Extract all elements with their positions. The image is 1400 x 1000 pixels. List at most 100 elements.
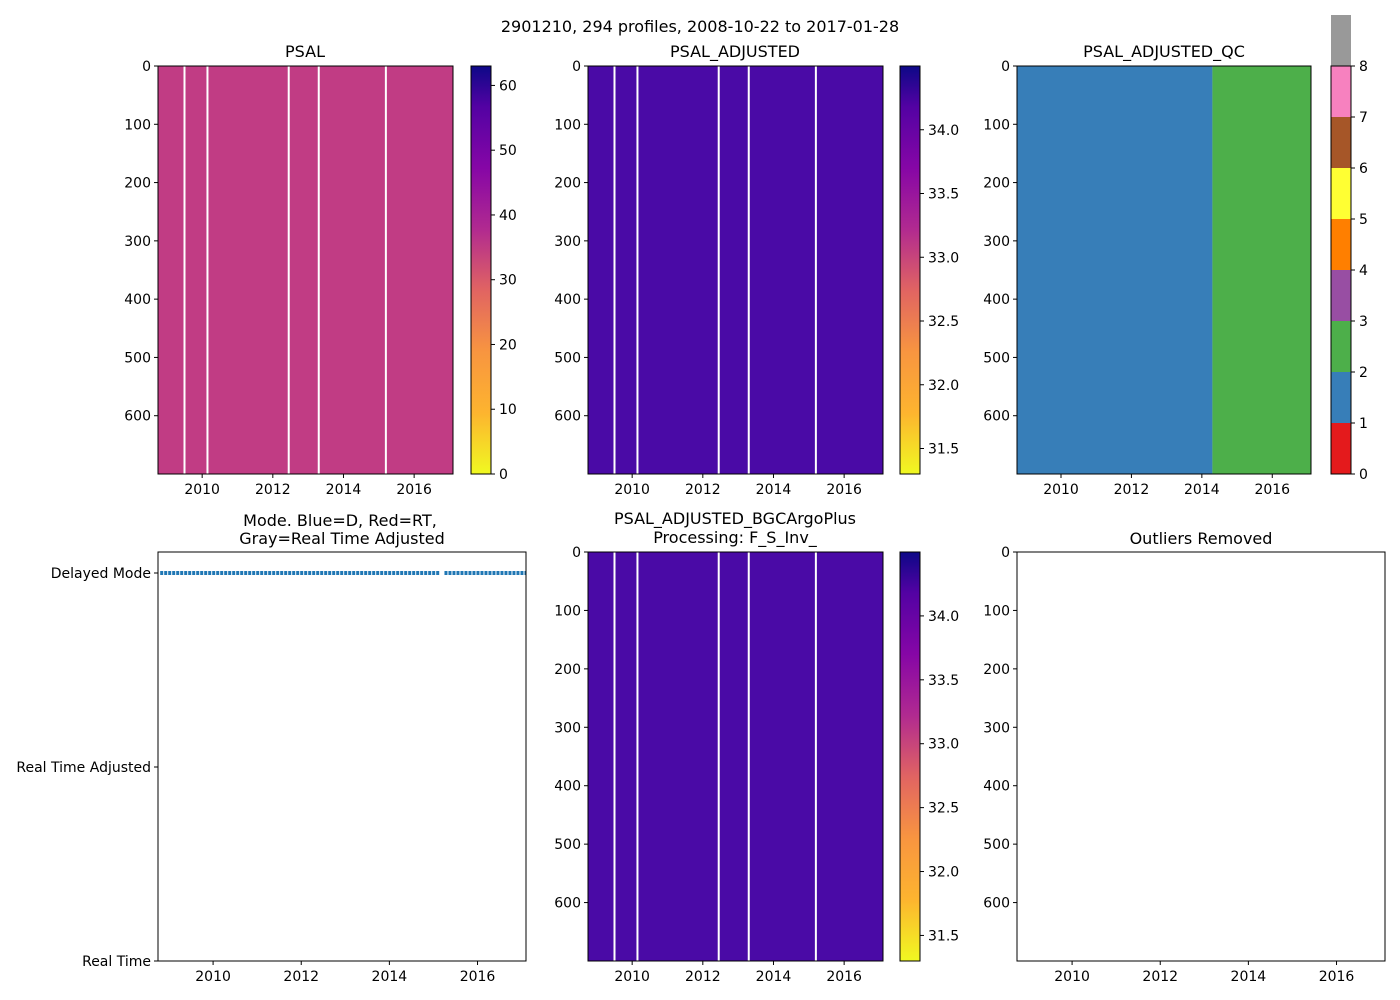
- y-category-label: Delayed Mode: [51, 566, 151, 582]
- y-tick-label: 400: [124, 292, 151, 308]
- panel-psal-adjusted-colorbar: 31.5 32.0 32.5 33.0 33.5 34.0: [899, 65, 959, 475]
- y-category-label: Real Time: [82, 954, 151, 970]
- y-tick-label: 300: [554, 234, 581, 250]
- colorbar-swatch: [1331, 423, 1351, 474]
- y-tick-label: 500: [124, 350, 151, 366]
- colorbar-tick-label: 33.0: [928, 250, 959, 266]
- y-tick-label: 0: [1001, 59, 1010, 75]
- colorbar-tick-label: 31.5: [928, 442, 959, 458]
- y-tick-label: 100: [983, 117, 1010, 133]
- colorbar-swatch: [1331, 219, 1351, 270]
- axes-frame: [157, 551, 527, 962]
- colorbar-tick-label: 0: [1359, 467, 1368, 483]
- axes-frame: [157, 65, 454, 475]
- panel-psal-colorbar: 0 10 20 30 40 50 60: [470, 65, 517, 483]
- y-tick-label: 600: [554, 409, 581, 425]
- colorbar-tick-label: 6: [1359, 161, 1368, 177]
- colorbar-frame: [899, 65, 921, 475]
- y-tick-label: 200: [983, 176, 1010, 192]
- y-tick-label: 200: [983, 662, 1010, 678]
- x-tick-label: 2012: [283, 969, 319, 985]
- x-tick-label: 2014: [326, 482, 362, 498]
- colorbar-tick-label: 31.5: [928, 928, 959, 944]
- y-tick-label: 300: [983, 234, 1010, 250]
- x-tick-label: 2012: [685, 482, 721, 498]
- heatmap-gap: [747, 66, 750, 474]
- y-tick-label: 400: [554, 292, 581, 308]
- x-tick-label: 2012: [1142, 969, 1178, 985]
- panel-mode-title-line2: Gray=Real Time Adjusted: [239, 529, 445, 548]
- x-tick-label: 2016: [460, 969, 496, 985]
- x-tick-label: 2010: [184, 482, 220, 498]
- panel-outliers-title: Outliers Removed: [1130, 529, 1273, 548]
- y-tick-label: 400: [983, 292, 1010, 308]
- colorbar-gradient: [900, 66, 920, 474]
- x-tick-label: 2010: [614, 969, 650, 985]
- x-tick-label: 2010: [195, 969, 231, 985]
- heatmap-gap: [206, 66, 209, 474]
- panel-psal-adjusted-bgc: PSAL_ADJUSTED_BGCArgoPlus Processing: F_…: [554, 509, 959, 985]
- x-tick-label: 2012: [685, 969, 721, 985]
- y-tick-label: 500: [554, 350, 581, 366]
- panel-mode-title-line1: Mode. Blue=D, Red=RT,: [243, 511, 437, 530]
- x-tick-label: 2012: [1114, 482, 1150, 498]
- axes-frame: [587, 551, 884, 962]
- y-tick-label: 300: [124, 234, 151, 250]
- colorbar-swatch: [1331, 15, 1351, 66]
- heatmap-gap: [384, 66, 387, 474]
- y-tick-label: 200: [554, 176, 581, 192]
- colorbar-tick-label: 33.0: [928, 737, 959, 753]
- heatmap-field: [158, 66, 453, 474]
- panel-mode-plot: Real Time Real Time Adjusted Delayed Mode 2…: [16, 551, 527, 985]
- colorbar-tick-label: 32.5: [928, 801, 959, 817]
- panel-outliers: Outliers Removed 0 100 200 300 400 500 600 2010…: [983, 529, 1386, 985]
- panel-mode: Mode. Blue=D, Red=RT, Gray=Real Time Adj…: [16, 511, 527, 985]
- x-tick-label: 2014: [1231, 969, 1267, 985]
- heatmap-gap: [717, 66, 720, 474]
- x-tick-label: 2014: [756, 482, 792, 498]
- y-tick-label: 600: [124, 409, 151, 425]
- colorbar-gradient: [471, 66, 491, 474]
- x-tick-label: 2010: [1043, 482, 1079, 498]
- x-tick-label: 2016: [1254, 482, 1290, 498]
- heatmap-gap: [613, 66, 616, 474]
- heatmap-gap: [287, 66, 290, 474]
- colorbar-tick-label: 0: [499, 467, 508, 483]
- y-tick-label: 400: [983, 779, 1010, 795]
- x-tick-label: 2014: [1184, 482, 1220, 498]
- heatmap-field: [588, 66, 883, 474]
- qc-region-flag-2: [1212, 66, 1311, 474]
- y-tick-label: 0: [572, 59, 581, 75]
- panel-psal-adjusted-bgc-colorbar: 31.5 32.0 32.5 33.0 33.5 34.0: [899, 551, 959, 962]
- heatmap-gap: [636, 552, 639, 961]
- panel-psal-adjusted-qc-colorbar: 0 1 2 3 4 5 6 7 8: [1330, 15, 1368, 483]
- colorbar-swatch: [1331, 321, 1351, 372]
- axes-frame: [587, 65, 884, 475]
- x-tick-label: 2016: [1319, 969, 1355, 985]
- heatmap-gap: [183, 66, 186, 474]
- y-tick-label: 100: [554, 117, 581, 133]
- colorbar-tick-label: 40: [499, 208, 517, 224]
- y-tick-label: 0: [142, 59, 151, 75]
- y-tick-label: 200: [124, 176, 151, 192]
- y-tick-label: 100: [124, 117, 151, 133]
- y-tick-label: 500: [983, 837, 1010, 853]
- x-tick-label: 2016: [826, 482, 862, 498]
- x-tick-label: 2010: [614, 482, 650, 498]
- colorbar-tick-label: 2: [1359, 365, 1368, 381]
- panel-psal-adjusted-bgc-title-line1: PSAL_ADJUSTED_BGCArgoPlus: [614, 509, 856, 529]
- colorbar-tick-label: 60: [499, 78, 517, 94]
- y-tick-label: 300: [983, 720, 1010, 736]
- x-tick-label: 2016: [826, 969, 862, 985]
- x-tick-label: 2010: [1054, 969, 1090, 985]
- colorbar-tick-label: 8: [1359, 59, 1368, 75]
- qc-region-flag-1: [1017, 66, 1213, 474]
- x-tick-label: 2014: [372, 969, 408, 985]
- colorbar-tick-label: 3: [1359, 314, 1368, 330]
- x-tick-label: 2016: [396, 482, 432, 498]
- colorbar-swatch: [1331, 372, 1351, 423]
- panel-psal-adjusted-bgc-title-line2: Processing: F_S_Inv_: [653, 528, 818, 548]
- heatmap-gap: [814, 552, 817, 961]
